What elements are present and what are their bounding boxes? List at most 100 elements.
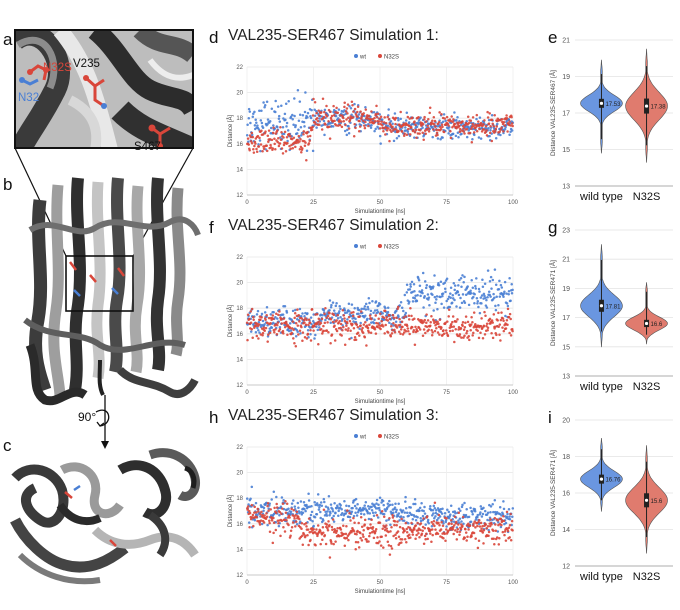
data-point-wt xyxy=(457,284,460,287)
data-point-wt xyxy=(381,312,384,315)
data-point-wt xyxy=(322,519,325,522)
data-point-wt xyxy=(367,297,371,300)
data-point-wt xyxy=(414,519,418,522)
data-point-wt xyxy=(399,301,403,304)
data-point-wt xyxy=(341,317,344,321)
data-point-wt xyxy=(318,117,321,120)
data-point-n32s xyxy=(435,131,439,135)
data-point-wt xyxy=(298,100,302,103)
data-point-wt xyxy=(460,132,463,136)
data-point-n32s xyxy=(495,536,499,539)
data-point-n32s xyxy=(500,126,503,130)
data-point-wt xyxy=(324,505,328,508)
data-point-n32s xyxy=(289,529,293,533)
data-point-n32s xyxy=(386,115,389,119)
data-point-wt xyxy=(485,127,488,130)
x-tick-label: 100 xyxy=(508,200,519,206)
data-point-wt xyxy=(330,303,333,307)
data-point-wt xyxy=(456,116,459,119)
data-point-n32s xyxy=(451,526,455,529)
data-point-n32s xyxy=(312,527,315,531)
data-point-n32s xyxy=(465,332,468,335)
data-point-n32s xyxy=(349,329,352,332)
data-point-wt xyxy=(397,315,400,319)
data-point-n32s xyxy=(362,112,365,115)
data-point-wt xyxy=(314,503,317,507)
data-point-n32s xyxy=(380,120,383,123)
data-point-n32s xyxy=(266,340,269,343)
x-tick-label: 75 xyxy=(443,390,450,396)
data-point-n32s xyxy=(465,539,468,542)
data-point-n32s xyxy=(436,133,439,137)
data-point-wt xyxy=(332,309,336,312)
data-point-n32s xyxy=(411,530,414,534)
y-tick-label: 20 xyxy=(236,91,243,97)
data-point-wt xyxy=(362,513,366,516)
data-point-wt xyxy=(366,305,370,309)
data-point-n32s xyxy=(370,518,373,522)
data-point-wt xyxy=(413,297,417,300)
data-point-wt xyxy=(378,496,382,499)
x-tick-label: 0 xyxy=(245,390,249,396)
data-point-n32s xyxy=(351,322,354,326)
data-point-n32s xyxy=(467,334,471,338)
data-point-wt xyxy=(281,126,285,129)
data-point-wt xyxy=(262,101,265,104)
data-point-n32s xyxy=(361,326,364,330)
data-point-n32s xyxy=(385,527,388,530)
data-point-n32s xyxy=(367,114,371,118)
data-point-wt xyxy=(397,512,401,515)
data-point-wt xyxy=(270,326,274,329)
data-point-n32s xyxy=(408,124,411,128)
data-point-n32s xyxy=(335,319,338,322)
y-axis-label: Distance [Å] xyxy=(227,305,234,338)
data-point-wt xyxy=(298,511,301,515)
data-point-n32s xyxy=(426,537,429,541)
data-point-n32s xyxy=(462,126,466,130)
data-point-wt xyxy=(393,506,397,509)
category-label-wild-type: wild type xyxy=(579,191,623,203)
violin-n32s: 17.38 xyxy=(625,48,668,163)
data-point-n32s xyxy=(263,514,266,517)
data-point-n32s xyxy=(319,529,322,533)
data-point-wt xyxy=(300,134,303,137)
data-point-n32s xyxy=(306,135,310,138)
data-point-n32s xyxy=(472,524,475,528)
data-point-wt xyxy=(505,515,509,519)
data-point-n32s xyxy=(427,130,431,133)
data-point-n32s xyxy=(287,132,291,136)
data-point-n32s xyxy=(321,332,324,335)
data-point-n32s xyxy=(435,326,438,330)
data-point-wt xyxy=(453,284,457,287)
data-point-wt xyxy=(406,130,410,133)
data-point-n32s xyxy=(375,514,379,517)
data-point-wt xyxy=(427,296,431,299)
data-point-n32s xyxy=(468,524,472,527)
data-point-n32s xyxy=(440,326,443,329)
data-point-wt xyxy=(404,495,407,499)
data-point-wt xyxy=(282,132,286,136)
data-point-wt xyxy=(374,511,377,514)
data-point-n32s xyxy=(335,529,339,533)
data-point-wt xyxy=(421,271,425,275)
data-point-wt xyxy=(274,110,277,114)
violin-wild-type: 17.53 xyxy=(580,59,623,154)
data-point-wt xyxy=(332,514,335,518)
data-point-wt xyxy=(431,135,434,139)
data-point-wt xyxy=(285,121,289,125)
data-point-wt xyxy=(477,305,480,309)
data-point-n32s xyxy=(405,324,409,328)
data-point-n32s xyxy=(463,536,466,540)
data-point-n32s xyxy=(430,329,433,332)
data-point-n32s xyxy=(266,504,269,508)
data-point-wt xyxy=(373,318,376,321)
data-point-n32s xyxy=(272,516,275,520)
data-point-n32s xyxy=(369,117,373,121)
data-point-n32s xyxy=(433,329,437,333)
data-point-n32s xyxy=(253,505,256,509)
data-point-n32s xyxy=(354,113,358,116)
data-point-n32s xyxy=(326,321,329,324)
data-point-n32s xyxy=(471,321,474,324)
data-point-wt xyxy=(478,311,482,315)
data-point-n32s xyxy=(388,516,391,520)
